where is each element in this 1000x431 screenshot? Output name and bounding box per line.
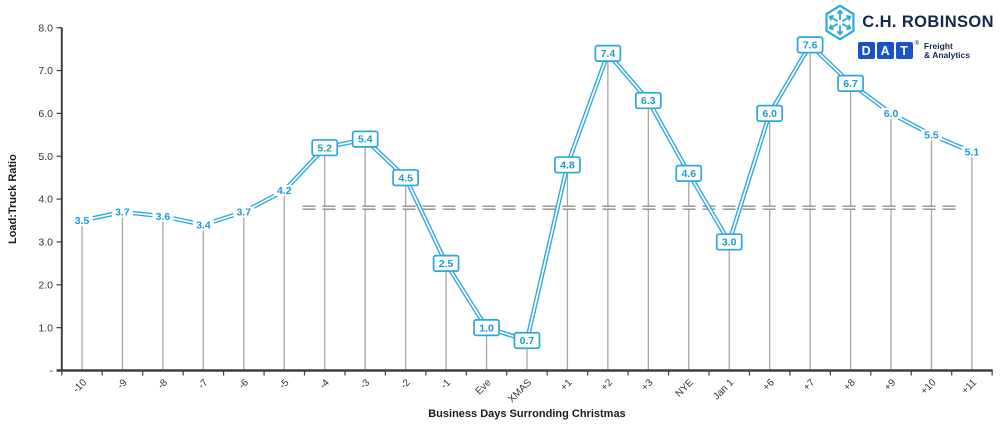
chr-hexagon-snowflake-icon <box>825 4 855 41</box>
x-axis-title: Business Days Surronding Christmas <box>428 408 625 420</box>
y-tick-label: 7.0 <box>38 65 53 77</box>
data-label: 3.6 <box>156 211 171 223</box>
data-label-box <box>715 233 743 251</box>
data-label-bg <box>920 129 942 141</box>
dat-tagline: Freight & Analytics <box>924 41 970 61</box>
data-label-bg <box>152 210 174 222</box>
dat-tagline-line2: & Analytics <box>924 50 970 61</box>
data-label: 4.5 <box>398 172 413 184</box>
data-label-box <box>311 139 339 157</box>
data-label: 4.6 <box>681 168 696 180</box>
data-label: 0.7 <box>520 335 535 347</box>
x-tick-label: +3 <box>640 377 656 393</box>
data-label: 3.5 <box>75 215 90 227</box>
data-label: 3.7 <box>115 207 130 219</box>
snowflake-spokes <box>829 9 852 36</box>
registered-mark: ® <box>914 41 920 47</box>
data-label-box <box>432 254 460 272</box>
data-label: 5.4 <box>358 134 373 146</box>
data-label-box <box>554 156 581 174</box>
data-label: 6.0 <box>762 108 777 120</box>
x-tick-label: -8 <box>156 377 170 391</box>
data-label-bg <box>880 107 902 119</box>
data-label: 5.5 <box>924 129 939 141</box>
data-label: 1.0 <box>479 322 494 334</box>
data-label-bg <box>233 206 255 218</box>
data-label: 5.1 <box>965 147 980 159</box>
x-tick-label: +11 <box>960 377 980 397</box>
y-tick-label: 6.0 <box>38 108 53 120</box>
x-tick-label: Eve <box>474 377 494 397</box>
x-tick-label: -5 <box>277 377 291 391</box>
data-label-box <box>634 91 662 110</box>
logo-block: C.H. ROBINSON D A T ® Freight & Analytic… <box>823 4 994 61</box>
data-label-box <box>392 169 419 187</box>
x-tick-label: -6 <box>237 377 251 391</box>
data-label-bg <box>961 146 983 158</box>
data-label: 7.6 <box>803 39 818 51</box>
x-tick-label: +10 <box>919 377 939 397</box>
x-tick-label: +1 <box>559 377 575 393</box>
x-tick-label: -10 <box>71 377 89 395</box>
data-label-box <box>675 164 703 182</box>
data-label-box <box>756 104 784 123</box>
data-label-bg <box>192 219 214 231</box>
x-tick-label: -3 <box>358 377 372 391</box>
data-label-box <box>513 331 541 350</box>
x-tick-label: +6 <box>761 377 777 393</box>
x-tick-label: -2 <box>399 377 413 391</box>
x-tick-label: +9 <box>882 377 898 393</box>
x-tick-label: -9 <box>116 377 130 391</box>
y-tick-label: 2.0 <box>38 279 53 291</box>
chr-logo-text: C.H. ROBINSON <box>862 13 994 31</box>
data-label-bg <box>71 215 93 227</box>
x-tick-label: +8 <box>842 377 858 393</box>
y-tick-label: 1.0 <box>38 322 53 334</box>
data-label-box <box>796 36 824 54</box>
data-label: 2.5 <box>439 258 454 270</box>
data-label: 3.7 <box>237 207 252 219</box>
dat-tagline-line1: Freight <box>924 41 953 51</box>
x-tick-label: XMAS <box>506 377 534 405</box>
chr-robinson-logo: C.H. ROBINSON <box>823 4 994 41</box>
y-tick-label: 8.0 <box>38 22 53 34</box>
x-tick-label: +2 <box>599 377 615 393</box>
x-tick-label: -4 <box>318 377 332 391</box>
x-tick-label: NYE <box>674 377 697 400</box>
y-tick-label: 3.0 <box>38 237 53 249</box>
data-label: 6.0 <box>884 108 899 120</box>
data-label: 7.4 <box>601 48 616 60</box>
dat-letter-box-a: A <box>876 42 894 59</box>
data-label: 6.7 <box>843 78 858 90</box>
data-label: 3.4 <box>196 219 211 231</box>
data-label: 5.2 <box>317 142 332 154</box>
data-label-box <box>594 44 622 63</box>
data-label: 4.2 <box>277 185 292 197</box>
data-label-bg <box>273 185 295 197</box>
data-label-bg <box>111 206 133 218</box>
data-label-box <box>351 130 379 148</box>
data-label-box <box>473 319 500 337</box>
data-label: 6.3 <box>641 95 656 107</box>
dat-letter-box-t: T <box>895 42 913 59</box>
dat-logo: D A T ® Freight & Analytics <box>857 41 970 61</box>
dat-letter-box-d: D <box>857 42 875 59</box>
y-tick-label: 5.0 <box>38 151 53 163</box>
x-tick-label: Jan 1 <box>711 377 736 402</box>
data-label: 4.8 <box>560 159 575 171</box>
x-tick-label: -1 <box>439 377 453 391</box>
y-tick-label: - <box>50 365 54 377</box>
x-tick-label: -7 <box>196 377 210 391</box>
y-axis-title: Load:Truck Ratio <box>7 154 19 244</box>
data-label-box <box>837 74 864 93</box>
x-tick-label: +7 <box>801 377 817 393</box>
data-label: 3.0 <box>722 237 737 249</box>
y-tick-label: 4.0 <box>38 194 53 206</box>
